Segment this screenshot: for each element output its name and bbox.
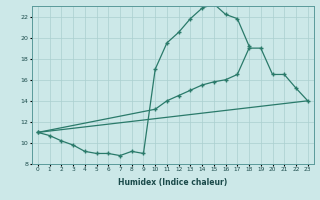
- X-axis label: Humidex (Indice chaleur): Humidex (Indice chaleur): [118, 178, 228, 187]
